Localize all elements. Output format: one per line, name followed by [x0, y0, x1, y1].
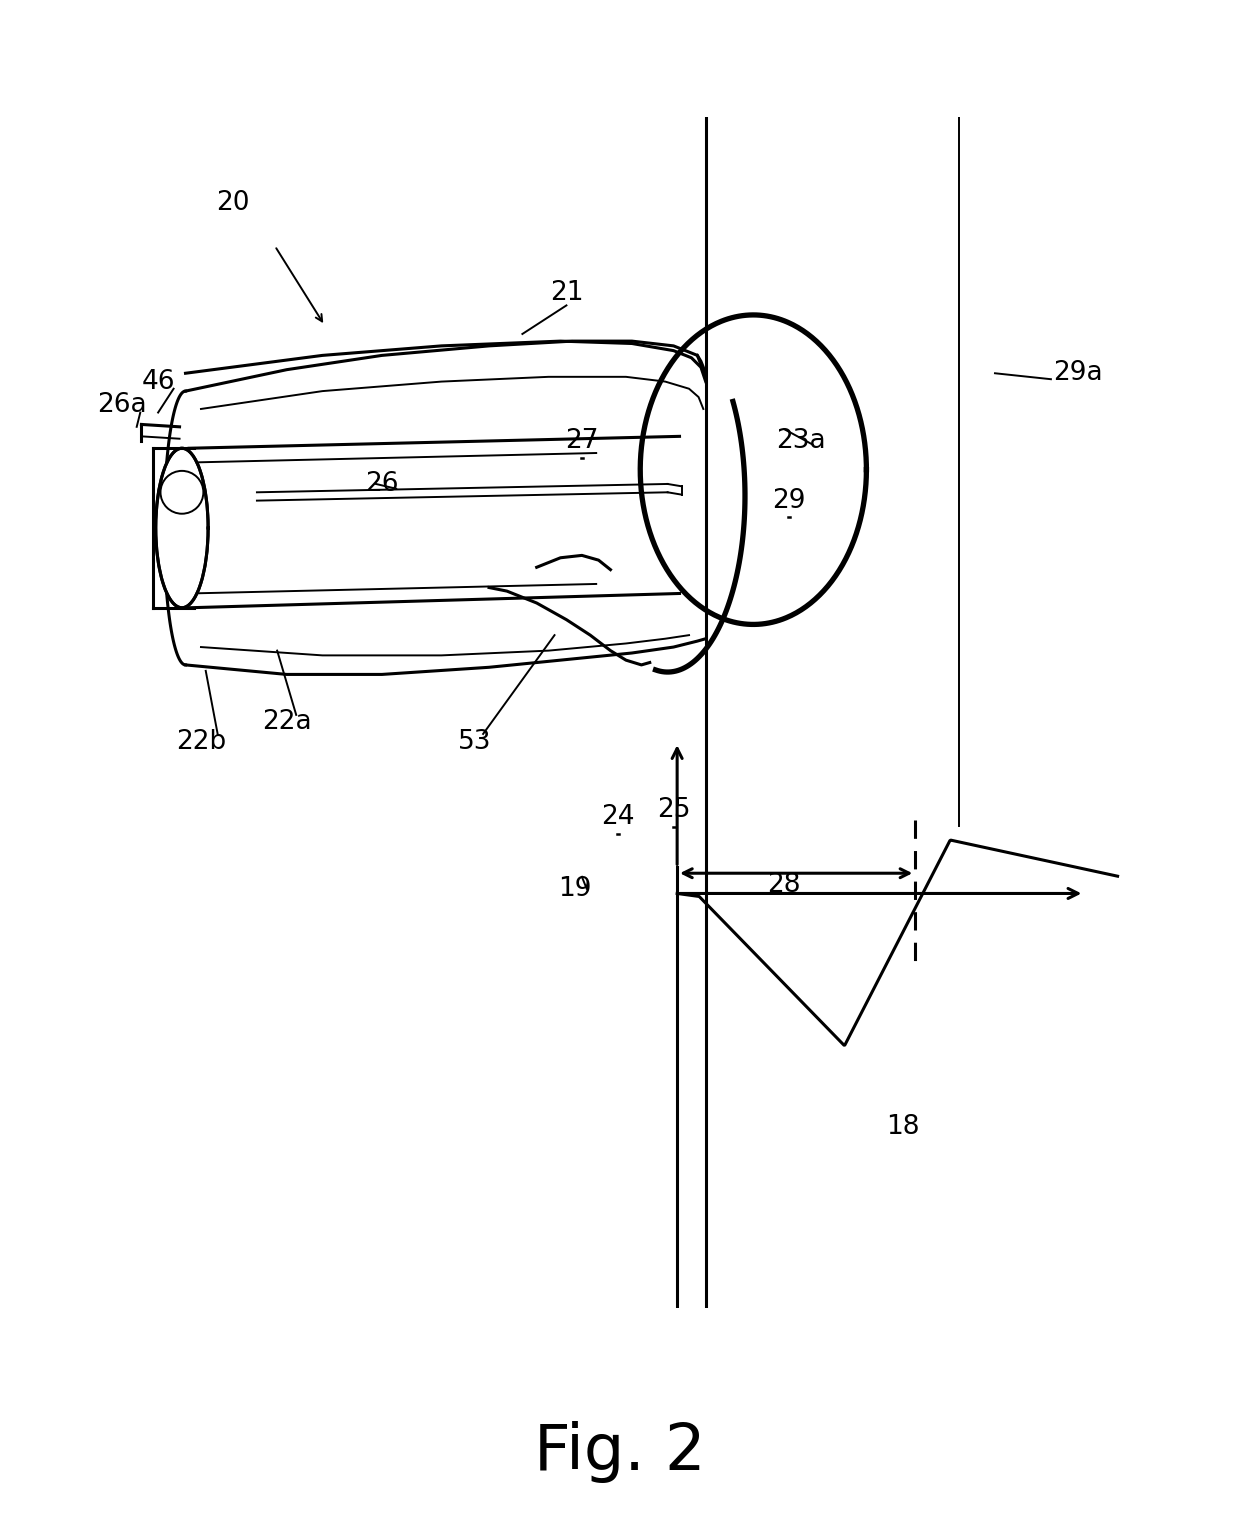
Text: 19: 19: [558, 876, 591, 902]
Text: 25: 25: [657, 797, 691, 823]
Text: 21: 21: [549, 280, 583, 306]
Bar: [706, 117, 960, 826]
Text: 27: 27: [565, 428, 599, 455]
Text: 46: 46: [141, 368, 175, 394]
Text: 18: 18: [887, 1114, 920, 1140]
Circle shape: [160, 471, 203, 514]
Text: 53: 53: [458, 729, 491, 755]
Text: 28: 28: [768, 872, 801, 897]
Text: 23a: 23a: [776, 428, 826, 455]
Text: 29a: 29a: [1054, 361, 1104, 387]
Text: 26a: 26a: [98, 393, 148, 418]
Text: Fig. 2: Fig. 2: [534, 1422, 706, 1483]
Ellipse shape: [156, 449, 208, 608]
Text: 29: 29: [773, 488, 806, 514]
Text: 24: 24: [601, 805, 635, 831]
Text: 26: 26: [365, 471, 399, 497]
Text: 20: 20: [216, 190, 250, 215]
Text: 22a: 22a: [262, 709, 311, 735]
Text: 22b: 22b: [176, 729, 226, 755]
